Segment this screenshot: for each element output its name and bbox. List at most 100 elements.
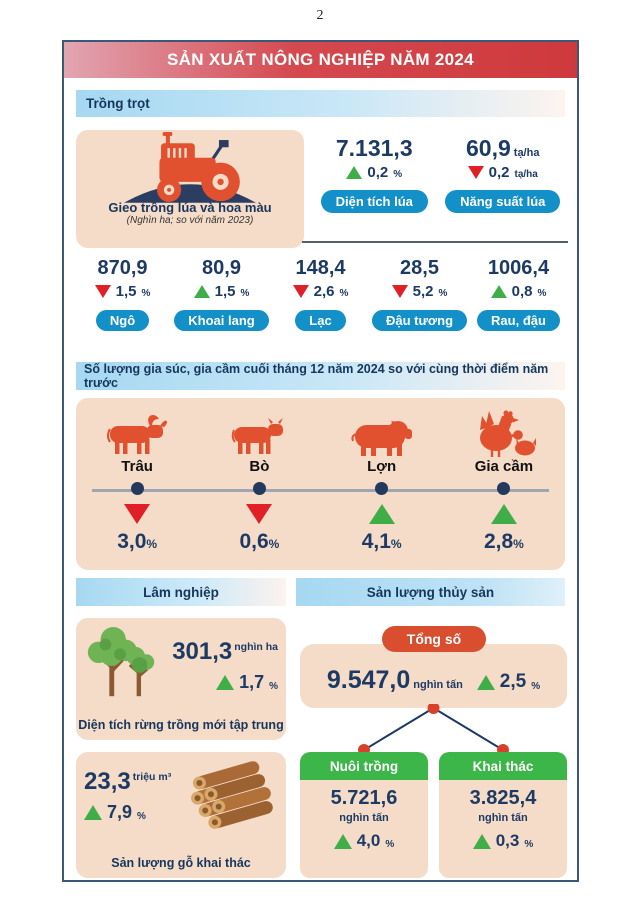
- wood-volume-value: 23,3: [84, 767, 131, 795]
- axis-dot: [375, 482, 389, 495]
- forest-area-caption: Diện tích rừng trồng mới tập trung: [78, 718, 284, 732]
- aquaculture-unit: nghìn tấn: [339, 812, 389, 824]
- animal-name: Trâu: [121, 458, 153, 475]
- rice-area-change-unit: %: [393, 169, 403, 181]
- stat-pig: Lợn 4,1%: [321, 398, 443, 570]
- section-title-forestry: Lâm nghiệp: [143, 584, 219, 600]
- section-title-livestock: Số lượng gia súc, gia cầm cuối tháng 12 …: [84, 362, 549, 390]
- down-triangle-icon: [292, 285, 309, 298]
- axis-line: [92, 489, 549, 492]
- stat-soybean: 28,5 5,2% Đậu tương: [371, 258, 468, 331]
- pig-change: 4,1: [361, 530, 391, 553]
- up-triangle-icon: [490, 504, 517, 524]
- aquaculture-label: Nuôi trồng: [300, 752, 428, 780]
- aquaculture-card: Nuôi trồng 5.721,6 nghìn tấn 4,0%: [300, 752, 428, 878]
- logs-icon: [191, 761, 273, 829]
- corn-label: Ngô: [95, 310, 150, 331]
- poultry-icon: [472, 408, 536, 458]
- rice-sowing-title: Gieo trồng lúa và hoa màu: [108, 200, 272, 215]
- fishery-total-label: Tổng số: [382, 626, 486, 652]
- infographic-frame: SẢN XUẤT NÔNG NGHIỆP NĂM 2024 Trồng trọt…: [62, 40, 579, 882]
- stat-poultry: Gia cầm 2,8%: [443, 398, 565, 570]
- forest-planting-card: 301,3 nghìn ha 1,7% Diện tích rừng trồng …: [76, 618, 286, 740]
- rice-stats: 7.131,3 0,2 % Diện tích lúa 60,9 tạ/ha 0,…: [310, 135, 568, 214]
- forest-area-unit: nghìn ha: [234, 640, 278, 653]
- rice-sowing-card: Gieo trồng lúa và hoa màu (Nghìn ha; so …: [76, 130, 304, 248]
- up-triangle-icon: [333, 833, 352, 849]
- section-header-fishery: Sản lượng thủy sản: [296, 578, 565, 606]
- up-triangle-icon: [476, 674, 495, 690]
- trees-icon: [87, 626, 155, 697]
- down-triangle-icon: [124, 504, 151, 524]
- crops-row: 870,9 1,5% Ngô 80,9 1,5% Khoai lang 148,…: [74, 258, 567, 331]
- axis-dot: [130, 482, 144, 495]
- fishery-total-unit: nghìn tấn: [413, 678, 463, 691]
- livestock-panel: Trâu 3,0%: [76, 398, 565, 570]
- poultry-change: 2,8: [483, 530, 514, 553]
- stat-buffalo: Trâu 3,0%: [76, 398, 198, 570]
- peanut-label: Lạc: [295, 310, 346, 331]
- wood-volume-change: 7,9: [107, 801, 133, 822]
- up-triangle-icon: [368, 504, 395, 524]
- rice-yield-value: 60,9: [466, 135, 511, 161]
- stat-rice-area: 7.131,3 0,2 % Diện tích lúa: [310, 135, 439, 214]
- cow-icon: [231, 408, 287, 458]
- stat-rice-yield: 60,9 tạ/ha 0,2 tạ/ha Năng suất lúa: [439, 135, 568, 214]
- soybean-label: Đậu tương: [371, 310, 468, 331]
- tractor-icon: [124, 132, 256, 203]
- down-triangle-icon: [94, 285, 111, 298]
- rice-yield-unit: tạ/ha: [513, 147, 540, 159]
- vegetables-value: 1006,4: [487, 257, 550, 279]
- down-triangle-icon: [467, 166, 484, 180]
- wood-harvest-caption: Sản lượng gỗ khai thác: [111, 856, 251, 870]
- branch-connector: [358, 704, 509, 754]
- stat-peanut: 148,4 2,6% Lạc: [272, 258, 369, 331]
- main-header: SẢN XUẤT NÔNG NGHIỆP NĂM 2024: [64, 42, 577, 78]
- soybean-value: 28,5: [400, 257, 439, 279]
- rice-area-value: 7.131,3: [335, 135, 413, 161]
- up-triangle-icon: [193, 285, 210, 298]
- up-triangle-icon: [216, 674, 235, 690]
- rice-yield-change: 0,2: [488, 164, 510, 182]
- page-title: SẢN XUẤT NÔNG NGHIỆP NĂM 2024: [167, 50, 474, 69]
- peanut-value: 148,4: [295, 257, 346, 279]
- fishery-total-change: 2,5: [499, 671, 527, 692]
- forest-area-change: 1,7: [239, 671, 265, 692]
- axis-dot: [252, 482, 266, 495]
- section-title-fishery: Sản lượng thủy sản: [366, 584, 495, 600]
- section-header-forestry: Lâm nghiệp: [76, 578, 286, 606]
- corn-value: 870,9: [97, 257, 148, 279]
- stat-vegetables: 1006,4 0,8% Rau, đậu: [470, 258, 567, 331]
- aquaculture-value: 5.721,6: [330, 787, 398, 809]
- buffalo-change: 3,0: [117, 530, 147, 553]
- sweet-potato-label: Khoai lang: [174, 310, 269, 331]
- aquaculture-change: 4,0: [356, 831, 381, 850]
- capture-value: 3.825,4: [469, 787, 537, 809]
- fishery-total-card: 9.547,0 nghìn tấn 2,5%: [300, 644, 567, 708]
- sweet-potato-value: 80,9: [202, 257, 241, 279]
- rice-area-change: 0,2: [367, 164, 389, 182]
- forest-area-value: 301,3: [172, 637, 233, 665]
- capture-unit: nghìn tấn: [478, 812, 528, 824]
- section-title-cultivation: Trồng trọt: [86, 96, 150, 111]
- down-triangle-icon: [391, 285, 408, 298]
- up-triangle-icon: [84, 804, 102, 820]
- rice-area-label: Diện tích lúa: [320, 190, 428, 214]
- capture-card: Khai thác 3.825,4 nghìn tấn 0,3%: [439, 752, 567, 878]
- wood-volume-unit: triệu m³: [132, 770, 172, 783]
- buffalo-icon: [106, 408, 168, 458]
- fishery-total-value: 9.547,0: [326, 665, 411, 694]
- down-triangle-icon: [246, 504, 273, 524]
- stat-sweet-potato: 80,9 1,5% Khoai lang: [173, 258, 270, 331]
- stat-corn: 870,9 1,5% Ngô: [74, 258, 171, 331]
- up-triangle-icon: [472, 833, 491, 849]
- axis-dot: [497, 482, 511, 495]
- animal-name: Lợn: [367, 458, 397, 475]
- rice-sowing-subtitle: (Nghìn ha; so với năm 2023): [126, 215, 254, 226]
- capture-label: Khai thác: [439, 752, 567, 780]
- section-header-cultivation: Trồng trọt: [76, 90, 565, 117]
- page-number: 2: [316, 8, 324, 23]
- up-triangle-icon: [346, 166, 363, 180]
- wood-harvest-card: 23,3 triệu m³ 7,9%: [76, 752, 286, 878]
- cattle-change: 0,6: [239, 530, 269, 553]
